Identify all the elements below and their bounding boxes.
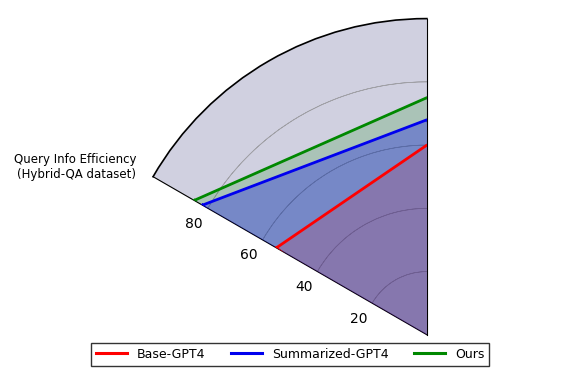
Polygon shape [194,97,580,372]
Polygon shape [202,120,523,372]
Legend: Base-GPT4, Summarized-GPT4, Ours: Base-GPT4, Summarized-GPT4, Ours [91,343,489,366]
Polygon shape [276,145,542,372]
